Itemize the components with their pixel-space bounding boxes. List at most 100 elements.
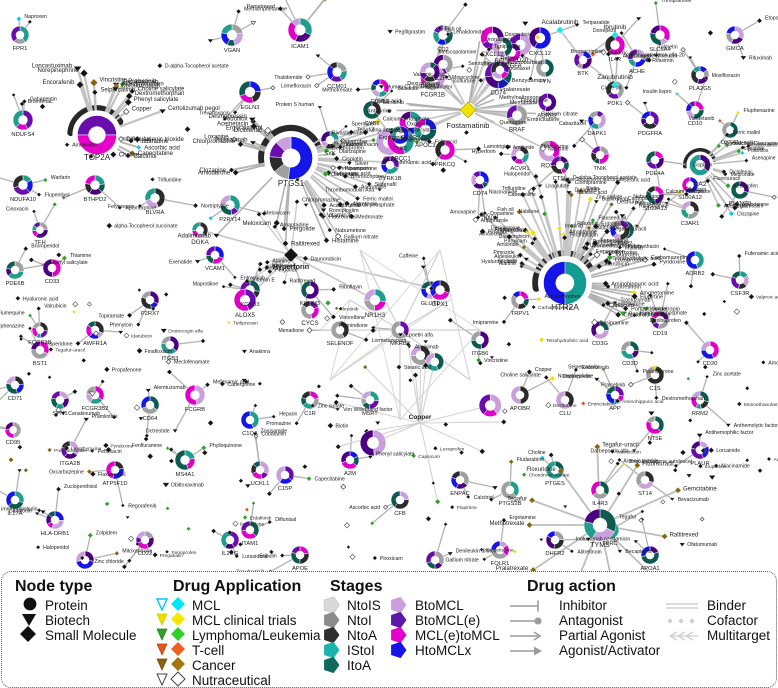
- svg-text:Ketoprofen: Ketoprofen: [734, 184, 759, 190]
- svg-text:Choline: Choline: [528, 450, 546, 456]
- svg-text:ITAM1: ITAM1: [242, 541, 259, 547]
- svg-text:Topiramate: Topiramate: [98, 313, 124, 319]
- svg-text:C15P: C15P: [278, 486, 293, 492]
- svg-text:Valrubicin: Valrubicin: [44, 304, 67, 310]
- svg-text:Copper: Copper: [409, 414, 432, 421]
- svg-text:Podofilox: Podofilox: [748, 148, 769, 154]
- svg-text:Quetiapine: Quetiapine: [499, 120, 526, 126]
- svg-text:ACVR1: ACVR1: [510, 166, 529, 172]
- svg-text:Hyperforin: Hyperforin: [472, 149, 496, 155]
- svg-text:Zanubrutinib: Zanubrutinib: [597, 74, 633, 81]
- svg-text:Moxifloxacin: Moxifloxacin: [712, 73, 741, 79]
- svg-text:Zinc chloride: Zinc chloride: [94, 559, 124, 565]
- svg-text:Gemcitabine: Gemcitabine: [486, 548, 514, 554]
- svg-text:KCNB3: KCNB3: [240, 302, 259, 308]
- svg-text:Promazine: Promazine: [266, 421, 291, 427]
- svg-text:Biotin: Biotin: [335, 424, 348, 430]
- svg-text:VCAM1: VCAM1: [205, 266, 225, 272]
- svg-text:Risperidone: Risperidone: [45, 341, 73, 347]
- svg-text:CD3G: CD3G: [592, 341, 609, 347]
- svg-text:Fluorouracil: Fluorouracil: [642, 461, 673, 467]
- svg-text:Piroxicam: Piroxicam: [380, 556, 403, 562]
- svg-text:Methyl salicylate: Methyl salicylate: [50, 260, 88, 266]
- svg-text:Epoetin alfa: Epoetin alfa: [406, 333, 434, 339]
- svg-text:FCGRB: FCGRB: [185, 407, 205, 413]
- svg-text:Drotrecogin alfa: Drotrecogin alfa: [168, 328, 203, 334]
- svg-text:Insulin lispro: Insulin lispro: [643, 89, 672, 95]
- svg-text:Finafloxacin: Finafloxacin: [145, 349, 173, 355]
- svg-text:ICAM1: ICAM1: [291, 44, 309, 50]
- svg-text:Bromocriptine: Bromocriptine: [571, 49, 603, 55]
- svg-text:Cabazitaxel: Cabazitaxel: [559, 121, 586, 127]
- svg-text:Pyridoxal phosphate: Pyridoxal phosphate: [640, 310, 687, 316]
- svg-text:Chondroitin sulfate: Chondroitin sulfate: [529, 473, 570, 479]
- svg-text:Ferric maltol: Ferric maltol: [733, 130, 761, 136]
- svg-text:Caffeine: Caffeine: [399, 253, 418, 259]
- svg-text:Amoxapine: Amoxapine: [450, 210, 476, 216]
- svg-text:Felypressin: Felypressin: [108, 204, 135, 210]
- svg-text:PRKCQ: PRKCQ: [435, 162, 456, 168]
- svg-text:Imipramine: Imipramine: [473, 320, 499, 326]
- svg-text:Perphenazine: Perphenazine: [0, 323, 25, 329]
- svg-text:ADRB2: ADRB2: [685, 271, 704, 277]
- svg-text:UCKL1: UCKL1: [251, 481, 270, 487]
- svg-text:C3AR1: C3AR1: [681, 221, 700, 227]
- svg-text:Lorcainide: Lorcainide: [716, 448, 740, 454]
- svg-text:DHFR2: DHFR2: [545, 551, 564, 557]
- svg-text:Vinorelbine: Vinorelbine: [339, 315, 365, 321]
- svg-text:P2RY14: P2RY14: [219, 217, 241, 223]
- svg-text:Zinc: Zinc: [265, 266, 275, 272]
- svg-text:ROS1: ROS1: [541, 164, 558, 170]
- svg-text:CD19: CD19: [653, 331, 668, 337]
- svg-text:Darbepoetin: Darbepoetin: [563, 374, 591, 380]
- svg-text:CLU: CLU: [559, 411, 571, 417]
- svg-text:Antipyrine: Antipyrine: [367, 108, 392, 114]
- svg-text:NR1H3: NR1H3: [365, 312, 386, 319]
- svg-text:Dopamine: Dopamine: [490, 211, 514, 217]
- svg-text:DYRK1B: DYRK1B: [378, 176, 401, 182]
- svg-text:Regorafenib: Regorafenib: [128, 503, 156, 509]
- svg-text:Ascorbic acid: Ascorbic acid: [349, 505, 380, 511]
- svg-text:Abciximab: Abciximab: [415, 345, 439, 351]
- svg-text:Trifluridine: Trifluridine: [502, 186, 526, 192]
- svg-text:CD3D: CD3D: [622, 361, 638, 367]
- svg-text:Warfarin: Warfarin: [51, 175, 71, 181]
- svg-text:Riboflavin: Riboflavin: [339, 284, 362, 290]
- svg-text:Fluphenazine: Fluphenazine: [744, 108, 775, 114]
- svg-text:ITGB6: ITGB6: [472, 351, 489, 357]
- svg-text:Tegafur: Tegafur: [507, 496, 527, 502]
- svg-text:Hyaluronic acid: Hyaluronic acid: [23, 296, 59, 302]
- svg-text:Acetaminophen: Acetaminophen: [545, 294, 581, 300]
- svg-text:Choline: Choline: [119, 153, 140, 159]
- svg-text:IL2RG: IL2RG: [222, 551, 239, 557]
- svg-text:DGKA: DGKA: [191, 239, 209, 246]
- svg-text:Exenatide: Exenatide: [169, 259, 192, 265]
- svg-text:Octreotide: Octreotide: [146, 429, 170, 435]
- svg-text:Spermine: Spermine: [352, 121, 374, 127]
- svg-text:PLA2G5: PLA2G5: [689, 86, 711, 92]
- svg-text:ADRB2: ADRB2: [537, 113, 558, 119]
- svg-text:Flupirtine: Flupirtine: [457, 505, 477, 511]
- svg-text:Fostamatinib: Fostamatinib: [447, 121, 490, 130]
- svg-text:Memantine: Memantine: [510, 100, 538, 106]
- svg-text:Diclofenac: Diclofenac: [729, 170, 753, 176]
- svg-text:Doxorubicin: Doxorubicin: [505, 32, 533, 38]
- svg-text:Ketoprofen: Ketoprofen: [341, 139, 367, 145]
- svg-text:Phenindione: Phenindione: [339, 323, 368, 329]
- svg-text:BTHPD2: BTHPD2: [84, 197, 107, 203]
- svg-text:C1QA: C1QA: [242, 431, 258, 437]
- svg-text:Capecitabine: Capecitabine: [315, 477, 345, 483]
- svg-text:PDK1: PDK1: [607, 101, 622, 107]
- svg-text:FPR1: FPR1: [13, 46, 28, 52]
- svg-text:Chlorpromazine: Chlorpromazine: [302, 198, 340, 204]
- svg-text:CD71: CD71: [8, 396, 23, 402]
- svg-text:PDE4A: PDE4A: [645, 171, 664, 177]
- svg-text:Tegafur: Tegafur: [619, 515, 637, 521]
- svg-text:Meloxicam: Meloxicam: [243, 221, 272, 227]
- svg-text:Phylloquinone: Phylloquinone: [209, 443, 242, 449]
- svg-text:Nabilone: Nabilone: [548, 146, 569, 152]
- svg-text:FCGR1B: FCGR1B: [421, 92, 445, 98]
- svg-text:Pemetrexed: Pemetrexed: [247, 4, 275, 10]
- svg-text:Cinoxacin: Cinoxacin: [6, 206, 29, 212]
- svg-text:Amphetamine: Amphetamine: [774, 457, 778, 463]
